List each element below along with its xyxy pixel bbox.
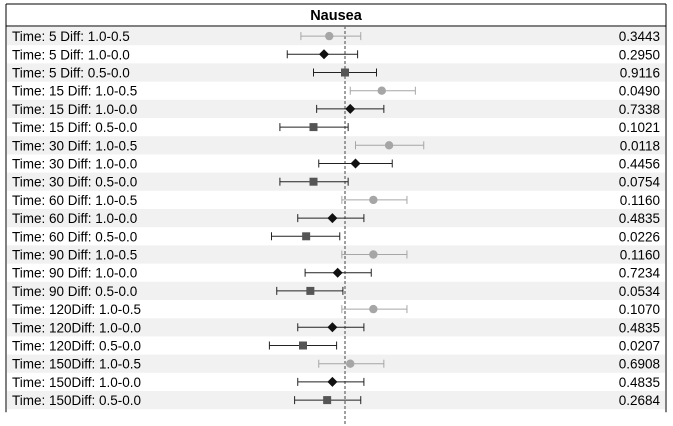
estimate-point-square (341, 68, 349, 77)
row-p-value: 0.1160 (620, 193, 660, 208)
estimate-point-diamond (327, 213, 338, 224)
estimate-point-circle (346, 359, 355, 368)
row-p-value: 0.4835 (619, 211, 660, 226)
row-label: Time: 60 Diff: 1.0-0.5 (12, 193, 137, 208)
row-p-value: 0.9116 (620, 66, 660, 81)
estimate-point-circle (369, 250, 378, 259)
row-p-value: 0.0118 (620, 138, 660, 153)
row-label: Time: 120Diff: 1.0-0.5 (12, 302, 141, 317)
row-label: Time: 90 Diff: 0.5-0.0 (12, 284, 137, 299)
estimate-point-square (302, 232, 311, 241)
row-p-value: 0.2684 (619, 393, 661, 408)
row-label: Time: 30 Diff: 1.0-0.0 (12, 157, 137, 172)
row-p-value: 0.0207 (619, 339, 660, 354)
row-p-value: 0.3443 (619, 29, 660, 44)
estimate-point-diamond (327, 322, 338, 333)
row-label: Time: 90 Diff: 1.0-0.0 (12, 266, 137, 281)
estimate-point-circle (369, 304, 378, 314)
row-p-value: 0.7338 (619, 102, 660, 117)
row-label: Time: 15 Diff: 1.0-0.0 (12, 102, 137, 117)
row-label: Time: 60 Diff: 0.5-0.0 (12, 229, 137, 244)
estimate-point-circle (325, 31, 334, 41)
estimate-point-diamond (350, 158, 361, 169)
chart-title: Nausea (310, 8, 363, 24)
estimate-point-square (309, 177, 318, 186)
estimate-point-square (306, 286, 315, 295)
estimate-point-square (323, 396, 332, 405)
estimate-point-square (309, 123, 318, 132)
row-p-value: 0.6908 (619, 357, 660, 372)
row-label: Time: 5 Diff: 1.0-0.0 (12, 47, 130, 62)
row-p-value: 0.0754 (619, 175, 661, 190)
estimate-point-circle (384, 141, 394, 150)
row-label: Time: 5 Diff: 1.0-0.5 (12, 29, 130, 44)
estimate-point-diamond (319, 49, 329, 60)
row-stripe (7, 245, 665, 264)
row-label: Time: 30 Diff: 1.0-0.5 (12, 138, 137, 153)
row-p-value: 0.0534 (619, 284, 661, 299)
row-p-value: 0.0490 (619, 84, 660, 99)
row-p-value: 0.7234 (619, 266, 661, 281)
row-p-value: 0.2950 (619, 47, 660, 62)
row-label: Time: 15 Diff: 0.5-0.0 (12, 120, 137, 135)
row-p-value: 0.1070 (619, 302, 660, 317)
estimate-point-circle (369, 195, 378, 205)
row-label: Time: 150Diff: 1.0-0.0 (12, 375, 141, 390)
row-label: Time: 150Diff: 1.0-0.5 (12, 357, 141, 372)
row-p-value: 0.1160 (620, 248, 660, 263)
row-stripe (7, 136, 665, 155)
estimate-point-circle (377, 86, 386, 95)
row-label: Time: 150Diff: 0.5-0.0 (12, 393, 141, 408)
row-label: Time: 120Diff: 1.0-0.0 (12, 320, 141, 335)
row-label: Time: 30 Diff: 0.5-0.0 (12, 175, 137, 190)
estimate-point-diamond (332, 267, 343, 278)
row-p-value: 0.1021 (619, 120, 660, 135)
row-label: Time: 60 Diff: 1.0-0.0 (12, 211, 137, 226)
estimate-point-diamond (345, 103, 356, 114)
estimate-point-diamond (327, 376, 338, 387)
row-p-value: 0.4835 (619, 375, 660, 390)
row-label: Time: 90 Diff: 1.0-0.5 (12, 248, 137, 263)
row-label: Time: 5 Diff: 0.5-0.0 (12, 66, 130, 81)
row-p-value: 0.4835 (619, 320, 660, 335)
estimate-point-square (299, 341, 307, 350)
row-p-value: 0.4456 (619, 157, 660, 172)
row-p-value: 0.0226 (619, 229, 660, 244)
row-label: Time: 15 Diff: 1.0-0.5 (12, 84, 137, 99)
row-label: Time: 120Diff: 0.5-0.0 (12, 339, 141, 354)
